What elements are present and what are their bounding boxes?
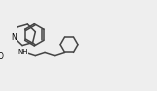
Text: O: O: [0, 52, 3, 61]
Text: NH: NH: [18, 49, 28, 55]
Text: N: N: [11, 33, 17, 42]
